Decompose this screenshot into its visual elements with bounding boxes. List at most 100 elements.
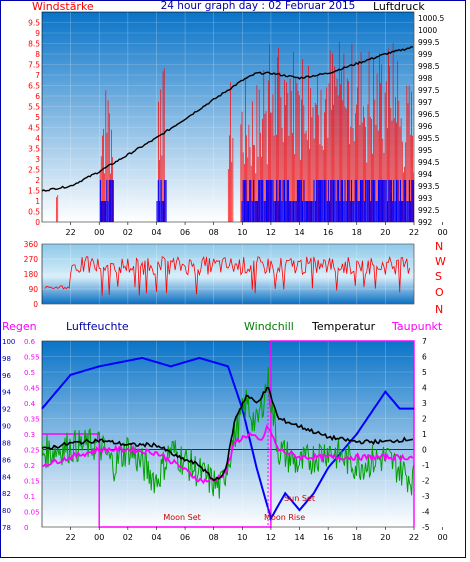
x-tick-label: 12: [266, 533, 276, 542]
x-tick-label: 14: [294, 533, 304, 542]
x-tick-label: 20: [380, 533, 390, 542]
temperature-tick-label: -2: [422, 477, 430, 486]
x-tick-label: 00: [94, 228, 104, 237]
humidity-line: [41, 356, 414, 522]
pressure-tick-label: 992: [418, 218, 433, 227]
pressure-tick-label: 999.5: [418, 38, 440, 47]
direction-axis: 0 90 180 270 360: [24, 240, 39, 309]
x-tick-label: 22: [409, 533, 419, 542]
x-tick-label: 00: [94, 533, 104, 542]
x-tick-label: 06: [180, 228, 190, 237]
compass-o: O: [435, 286, 444, 299]
x-tick-label: 06: [180, 533, 190, 542]
wind-axes: 00.5 11.5 22.5 33.5 44.5 55.5 66.5 77.5 88.5 99.5…: [28, 14, 444, 227]
climate-plot-area: [41, 340, 415, 528]
graph-title: 24 hour graph day : 02 Februar 2015: [161, 0, 356, 12]
temperature-tick-label: 4: [422, 384, 427, 393]
humidity-tick-label: 88: [2, 439, 11, 447]
pressure-tick-label: 995.5: [418, 134, 440, 143]
x-tick-label: 10: [237, 228, 247, 237]
x-tick-label: 22: [66, 533, 76, 542]
temperature-tick-label: 3: [422, 399, 427, 408]
pressure-tick-label: 998.5: [418, 62, 440, 71]
x-tick-label: 16: [323, 228, 333, 237]
rain-tick-label: 0.3: [24, 431, 35, 439]
pressure-tick-label: 999: [418, 50, 433, 59]
temperature-tick-label: 5: [422, 368, 427, 377]
wind-direction-line: [44, 255, 411, 296]
x-tick-label: 10: [237, 533, 247, 542]
x-tick-label: 12: [266, 228, 276, 237]
wind-tick-label: 2: [35, 176, 40, 185]
direction-tick-label: 90: [28, 285, 38, 294]
pressure-tick-label: 995: [418, 146, 433, 155]
wind-tick-label: 8: [35, 50, 40, 59]
wind-tick-label: 7.5: [28, 61, 40, 70]
x-tick-label: 00: [438, 533, 448, 542]
pressure-title: Luftdruck: [373, 0, 425, 13]
dewpoint-title: Taupunkt: [391, 320, 443, 333]
humidity-tick-label: 98: [2, 355, 11, 363]
pressure-tick-label: 993.5: [418, 182, 440, 191]
humidity-tick-label: 90: [2, 423, 11, 431]
wind-tick-label: 0: [35, 218, 40, 227]
rain-tick-label: 0.05: [24, 509, 40, 517]
wind-tick-label: 4: [35, 134, 40, 143]
rain-tick-label: 0: [24, 524, 28, 532]
humidity-title: Luftfeuchte: [66, 320, 129, 333]
rain-title: Regen: [2, 320, 37, 333]
rain-tick-label: 0.55: [24, 354, 40, 362]
pressure-tick-label: 992.5: [418, 206, 440, 215]
pressure-tick-label: 998: [418, 74, 433, 83]
compass-w: W: [435, 255, 446, 268]
x-tick-label: 16: [323, 533, 333, 542]
windchill-title: Windchill: [244, 320, 294, 333]
x-tick-label: 00: [438, 228, 448, 237]
pressure-tick-label: 1000: [418, 26, 437, 35]
temperature-tick-label: 7: [422, 337, 427, 346]
wind-title: Windstärke: [32, 0, 94, 13]
moon-rise-label: Moon Rise: [264, 513, 305, 522]
wind-tick-label: 7: [35, 71, 40, 80]
temperature-tick-label: -1: [422, 461, 430, 470]
rain-tick-label: 0.35: [24, 416, 40, 424]
compass-n-top: N: [435, 240, 443, 253]
wind-tick-label: 3.5: [28, 145, 40, 154]
x-tick-label: 18: [352, 533, 362, 542]
direction-tick-label: 360: [24, 240, 39, 249]
wind-tick-label: 6: [35, 92, 40, 101]
humidity-tick-label: 94: [2, 389, 11, 397]
temperature-tick-label: 6: [422, 353, 427, 362]
humidity-tick-label: 96: [2, 372, 11, 380]
temperature-tick-label: -4: [422, 508, 430, 517]
pressure-tick-label: 1000.5: [418, 14, 444, 23]
wind-tick-label: 5.5: [28, 103, 40, 112]
x-tick-label: 22: [409, 228, 419, 237]
wind-tick-label: 8.5: [28, 40, 40, 49]
rain-tick-label: 0.4: [24, 400, 36, 408]
compass-s: S: [435, 270, 442, 283]
x-tick-label: 14: [294, 228, 304, 237]
temperature-title: Temperatur: [311, 320, 376, 333]
wind-gust-bars: [99, 180, 414, 222]
x-tick-label: 08: [209, 228, 219, 237]
direction-tick-label: 270: [24, 255, 39, 264]
x-tick-label: 04: [151, 228, 161, 237]
climate-axes: -5 -4 -3 -2 -1 0 1 2 3 4 5 6 7 0 0.05 0.1 0.15 0.2 0.25 0.3…: [2, 337, 430, 532]
humidity-tick-label: 80: [2, 507, 11, 515]
x-tick-label: 04: [151, 533, 161, 542]
climate-time-axis: 22 00 02 04 06 08 10 12 14 16 18 20 22 00: [66, 527, 448, 542]
x-tick-label: 08: [209, 533, 219, 542]
wind-tick-label: 6.5: [28, 82, 40, 91]
humidity-tick-label: 84: [2, 473, 11, 481]
windchill-line: [41, 366, 415, 499]
pressure-tick-label: 994: [418, 170, 433, 179]
humidity-tick-label: 92: [2, 406, 11, 414]
pressure-tick-label: 993: [418, 194, 433, 203]
compass-labels: N W S O N: [435, 240, 446, 316]
wind-time-axis: 22 00 02 04 06 08 10 12 14 16 18 20 22 00: [66, 222, 448, 237]
x-tick-label: 20: [380, 228, 390, 237]
wind-tick-label: 1.5: [28, 187, 40, 196]
rain-tick-label: 0.25: [24, 447, 40, 455]
pressure-line: [41, 46, 413, 192]
